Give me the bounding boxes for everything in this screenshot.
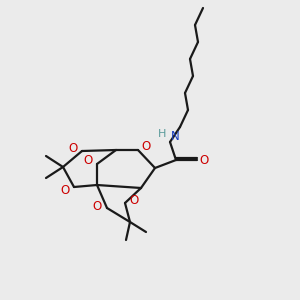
Text: O: O: [200, 154, 208, 166]
Text: O: O: [68, 142, 78, 154]
Text: O: O: [141, 140, 151, 152]
Text: O: O: [92, 200, 102, 214]
Text: O: O: [60, 184, 70, 196]
Text: N: N: [171, 130, 179, 143]
Text: H: H: [158, 129, 166, 139]
Text: O: O: [83, 154, 93, 167]
Text: O: O: [129, 194, 139, 206]
